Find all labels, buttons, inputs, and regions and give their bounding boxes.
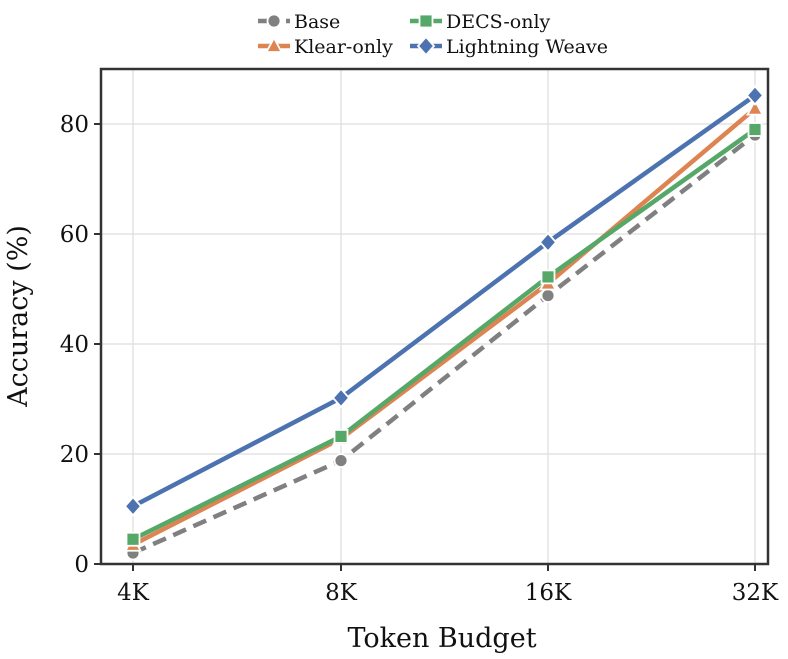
- series-klear-only: [123, 98, 765, 552]
- data-point-decs-only: [747, 122, 763, 137]
- legend-marker: [264, 36, 284, 53]
- x-tick-label: 8K: [325, 580, 358, 606]
- y-tick-label: 0: [74, 552, 89, 578]
- plot-frame: [99, 67, 770, 566]
- x-axis: 4K 8K 16K 32K: [117, 564, 779, 606]
- data-point-lightning-weave: [538, 231, 558, 253]
- data-point-decs-only: [540, 269, 556, 285]
- x-tick-label: 32K: [732, 580, 779, 606]
- legend: Base DECS-only Klear-only Lightning Weave: [258, 11, 608, 58]
- data-point-decs-only: [333, 428, 349, 444]
- data-point-lightning-weave: [331, 387, 351, 409]
- legend-marker: [266, 13, 282, 29]
- series-lightning-weave: [123, 85, 765, 517]
- legend-item-lightning-weave: Lightning Weave: [410, 35, 608, 58]
- y-axis: 0 20 40 60 80: [60, 112, 101, 578]
- y-tick-label: 20: [60, 442, 89, 468]
- series-line-lightning-weave: [131, 93, 757, 509]
- x-tick-label: 16K: [525, 580, 572, 606]
- series-line-klear-only: [131, 106, 757, 547]
- legend-label: Klear-only: [294, 36, 393, 58]
- legend-label: Base: [294, 11, 340, 33]
- x-tick-label: 4K: [117, 580, 150, 606]
- legend-marker: [416, 35, 436, 57]
- data-point-lightning-weave: [123, 495, 143, 517]
- legend-label: Lightning Weave: [446, 36, 608, 58]
- data-point-decs-only: [125, 531, 141, 547]
- series-line-decs-only: [132, 127, 757, 542]
- grid: [101, 69, 768, 565]
- legend-label: DECS-only: [446, 11, 551, 33]
- legend-item-klear-only: Klear-only: [258, 36, 393, 58]
- data-point-klear-only: [745, 98, 765, 116]
- x-axis-title: Token Budget: [347, 623, 536, 654]
- y-tick-label: 40: [60, 332, 89, 358]
- series-layer: [123, 85, 765, 561]
- y-axis-title: Accuracy (%): [3, 225, 34, 408]
- y-tick-label: 60: [60, 222, 89, 248]
- legend-item-decs-only: DECS-only: [410, 11, 551, 33]
- data-point-lightning-weave: [745, 85, 765, 106]
- series-line-base: [132, 133, 757, 556]
- data-point-base: [540, 288, 556, 304]
- series-decs-only: [125, 122, 763, 547]
- legend-marker: [418, 13, 434, 29]
- legend-item-base: Base: [258, 11, 340, 33]
- data-point-base: [333, 453, 349, 469]
- y-tick-label: 80: [60, 112, 89, 138]
